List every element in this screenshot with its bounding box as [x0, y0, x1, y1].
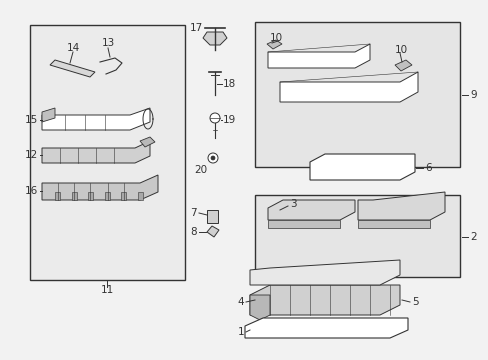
- Text: 17: 17: [189, 23, 203, 33]
- Polygon shape: [249, 295, 269, 320]
- Polygon shape: [249, 285, 399, 315]
- Text: 14: 14: [66, 43, 80, 53]
- Polygon shape: [42, 108, 150, 130]
- Polygon shape: [280, 72, 417, 102]
- Circle shape: [210, 156, 215, 160]
- Polygon shape: [55, 192, 60, 200]
- Polygon shape: [88, 192, 93, 200]
- Circle shape: [209, 113, 220, 123]
- Polygon shape: [267, 220, 339, 228]
- Polygon shape: [206, 226, 219, 237]
- Text: 19: 19: [223, 115, 236, 125]
- Text: 6: 6: [424, 163, 431, 173]
- Polygon shape: [206, 210, 218, 223]
- Polygon shape: [266, 40, 282, 49]
- Polygon shape: [42, 175, 158, 200]
- Polygon shape: [309, 154, 414, 180]
- Circle shape: [207, 153, 218, 163]
- Polygon shape: [140, 137, 155, 147]
- Polygon shape: [357, 220, 429, 228]
- Text: 16: 16: [25, 186, 38, 196]
- Polygon shape: [203, 32, 226, 45]
- Text: 10: 10: [394, 45, 407, 55]
- Polygon shape: [267, 44, 369, 68]
- Polygon shape: [42, 141, 150, 163]
- Polygon shape: [105, 192, 110, 200]
- Text: 11: 11: [100, 285, 113, 295]
- Text: 10: 10: [269, 33, 283, 43]
- Text: 4: 4: [237, 297, 244, 307]
- Text: 5: 5: [411, 297, 418, 307]
- Text: 13: 13: [101, 38, 114, 48]
- Polygon shape: [42, 108, 55, 122]
- Polygon shape: [244, 318, 407, 338]
- Bar: [254, 22, 459, 167]
- Polygon shape: [267, 200, 354, 220]
- Polygon shape: [394, 60, 411, 71]
- Polygon shape: [357, 192, 444, 220]
- Polygon shape: [50, 60, 95, 77]
- Text: 15: 15: [25, 115, 38, 125]
- Bar: [30, 25, 184, 280]
- Text: 7: 7: [190, 208, 197, 218]
- Polygon shape: [138, 192, 142, 200]
- Text: 1: 1: [237, 327, 244, 337]
- Text: 3: 3: [289, 199, 296, 209]
- Polygon shape: [121, 192, 126, 200]
- Polygon shape: [249, 260, 399, 285]
- Text: 12: 12: [25, 150, 38, 160]
- Text: 9: 9: [469, 90, 476, 100]
- Text: 8: 8: [190, 227, 197, 237]
- Text: 20: 20: [194, 165, 207, 175]
- Polygon shape: [72, 192, 77, 200]
- Text: 18: 18: [223, 79, 236, 89]
- Bar: [254, 195, 459, 277]
- Text: 2: 2: [469, 232, 476, 242]
